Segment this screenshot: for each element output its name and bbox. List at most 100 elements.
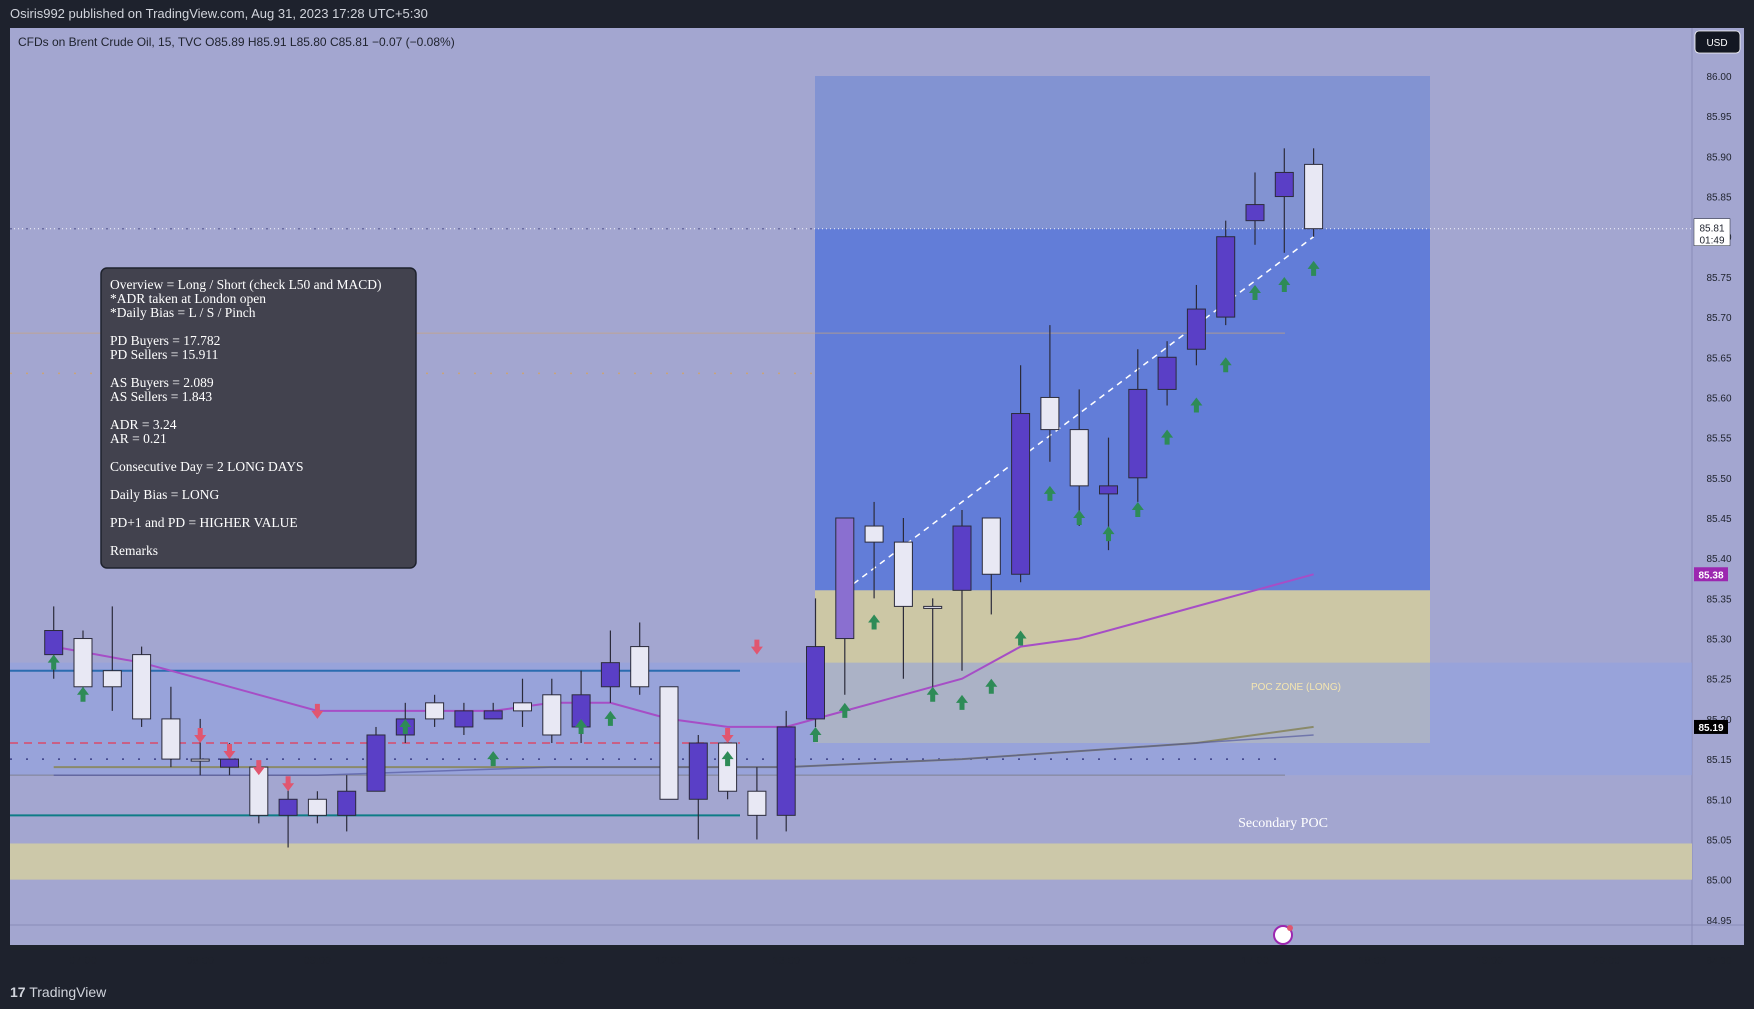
candle-body[interactable] bbox=[1128, 388, 1148, 479]
y-tick-label: 85.90 bbox=[1706, 152, 1731, 163]
ma-magenta-line bbox=[53, 573, 1314, 728]
candle-body[interactable] bbox=[1186, 308, 1206, 350]
x-tick-label: 10:00 bbox=[421, 955, 449, 967]
y-tick-label: 85.35 bbox=[1706, 594, 1731, 605]
poc-zone-label: POC ZONE (LONG) bbox=[1251, 682, 1341, 693]
candle-body[interactable] bbox=[747, 790, 767, 816]
x-tick-label: 17:00 bbox=[1241, 955, 1269, 967]
candle-body[interactable] bbox=[981, 517, 1001, 575]
info-box-line: PD Buyers = 17.782 bbox=[110, 333, 220, 348]
notification-dot-icon bbox=[1287, 925, 1293, 931]
candle-body[interactable] bbox=[73, 638, 93, 688]
candle-body[interactable] bbox=[454, 710, 474, 728]
candle-body[interactable] bbox=[1245, 204, 1265, 222]
buy-signal-arrow-icon bbox=[1102, 526, 1115, 542]
candle-body[interactable] bbox=[893, 541, 913, 607]
sell-signal-arrow-icon bbox=[311, 703, 324, 719]
sell-signal-arrow-icon bbox=[194, 727, 207, 743]
candle-body[interactable] bbox=[688, 742, 708, 800]
x-tick-label: 16:00 bbox=[1124, 955, 1152, 967]
upper-range-zone bbox=[815, 76, 1430, 229]
candle-body[interactable] bbox=[220, 758, 239, 768]
symbol-info: CFDs on Brent Crude Oil, 15, TVC O85.89 … bbox=[18, 35, 455, 49]
y-tick-label: 85.45 bbox=[1706, 514, 1731, 525]
sell-signal-arrow-icon bbox=[721, 727, 734, 743]
candle-body[interactable] bbox=[425, 702, 445, 720]
buy-signal-arrow-icon bbox=[399, 718, 412, 734]
buy-signal-arrow-icon bbox=[604, 710, 617, 726]
ma-price-tag bbox=[1694, 567, 1728, 582]
value-area-band bbox=[10, 662, 1692, 776]
sell-signal-arrow-icon bbox=[750, 639, 763, 655]
price-axis-pane[interactable] bbox=[1692, 28, 1744, 945]
candle-body[interactable] bbox=[1040, 396, 1060, 431]
secondary-poc-label: Secondary POC bbox=[1238, 816, 1328, 831]
candle-body[interactable] bbox=[307, 798, 327, 816]
buy-signal-arrow-icon bbox=[926, 686, 939, 702]
buy-signal-arrow-icon bbox=[1073, 510, 1086, 525]
x-tick-label: 18:00 bbox=[1358, 955, 1386, 967]
buy-signal-arrow-icon bbox=[868, 614, 881, 630]
candle-body[interactable] bbox=[278, 798, 298, 816]
candle-body[interactable] bbox=[542, 694, 562, 736]
lightning-icon[interactable] bbox=[1273, 925, 1293, 945]
candle-body[interactable] bbox=[1274, 171, 1294, 198]
info-box-line: *ADR taken at London open bbox=[110, 291, 266, 306]
y-tick-label: 85.65 bbox=[1706, 353, 1731, 364]
x-tick-label: 12:00 bbox=[655, 955, 683, 967]
candle-body[interactable] bbox=[952, 525, 972, 591]
candle-body[interactable] bbox=[1069, 429, 1089, 487]
currency-button[interactable] bbox=[1694, 30, 1741, 54]
candle-body[interactable] bbox=[44, 630, 64, 656]
candle-body[interactable] bbox=[132, 654, 152, 720]
x-tick-label: 11:00 bbox=[538, 955, 565, 967]
candle-body[interactable] bbox=[835, 517, 855, 640]
buy-signal-arrow-icon bbox=[721, 751, 734, 767]
price-chart[interactable]: CFDs on Brent Crude Oil, 15, TVC O85.89 … bbox=[0, 0, 1754, 976]
candle-body[interactable] bbox=[806, 646, 825, 720]
x-tick-label: 19:00 bbox=[1476, 955, 1504, 967]
x-tick-label: 07:00 bbox=[69, 955, 97, 967]
candle-body[interactable] bbox=[1216, 236, 1236, 318]
candle-body[interactable] bbox=[513, 702, 532, 712]
candle-body[interactable] bbox=[161, 718, 181, 760]
y-tick-label: 85.25 bbox=[1706, 675, 1731, 686]
candle-body[interactable] bbox=[600, 662, 620, 688]
info-box-line: PD Sellers = 15.911 bbox=[110, 347, 218, 362]
buy-signal-arrow-icon bbox=[1014, 630, 1027, 646]
candle-body[interactable] bbox=[483, 710, 503, 720]
y-tick-label: 85.55 bbox=[1706, 434, 1731, 445]
info-box-line: ADR = 3.24 bbox=[110, 417, 177, 432]
y-tick-label: 85.85 bbox=[1706, 193, 1731, 204]
buy-signal-arrow-icon bbox=[1219, 357, 1232, 373]
x-tick-label: 13:00 bbox=[772, 955, 800, 967]
x-tick-label: 20:00 bbox=[1593, 955, 1621, 967]
x-tick-label: 14:00 bbox=[890, 955, 918, 967]
candle-body[interactable] bbox=[1157, 356, 1177, 390]
x-tick-label: 08:00 bbox=[186, 955, 214, 967]
candle-body[interactable] bbox=[659, 686, 679, 800]
info-box-line: PD+1 and PD = HIGHER VALUE bbox=[110, 515, 298, 530]
candle-body[interactable] bbox=[864, 525, 884, 543]
buy-signal-arrow-icon bbox=[1278, 276, 1291, 292]
candle-body[interactable] bbox=[776, 726, 796, 816]
candle-body[interactable] bbox=[718, 742, 738, 792]
buy-signal-arrow-icon bbox=[1161, 429, 1174, 445]
candle-body[interactable] bbox=[630, 646, 650, 688]
candle-body[interactable] bbox=[923, 605, 943, 609]
candle-body[interactable] bbox=[1099, 485, 1118, 495]
candle-body[interactable] bbox=[190, 758, 210, 762]
buy-signal-arrow-icon bbox=[1131, 501, 1144, 517]
buy-signal-arrow-icon bbox=[47, 654, 60, 670]
candle-body[interactable] bbox=[366, 734, 386, 792]
candle-body[interactable] bbox=[337, 790, 357, 816]
current-price-value: 85.81 bbox=[1699, 224, 1724, 235]
sell-signal-arrow-icon bbox=[252, 760, 265, 776]
candle-body[interactable] bbox=[102, 670, 122, 688]
currency-button-label[interactable]: USD bbox=[1706, 38, 1727, 49]
tradingview-logo-icon[interactable]: 17 bbox=[10, 984, 26, 1000]
info-box-line: Overview = Long / Short (check L50 and M… bbox=[110, 277, 382, 292]
y-tick-label: 85.30 bbox=[1706, 635, 1731, 646]
candle-body[interactable] bbox=[1304, 163, 1324, 230]
candle-body[interactable] bbox=[1011, 413, 1031, 575]
